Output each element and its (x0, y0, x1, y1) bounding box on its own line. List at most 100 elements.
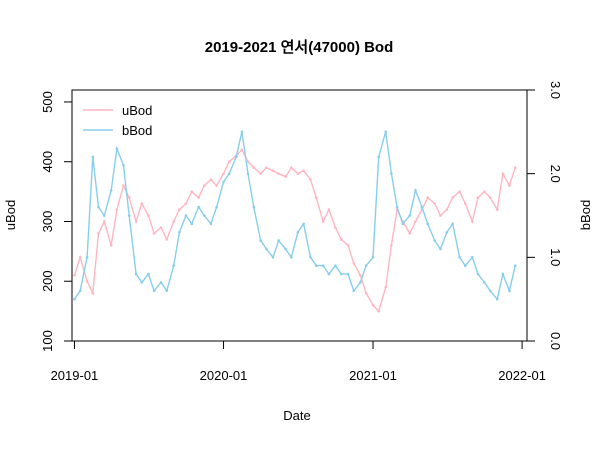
bBod-point-32 (271, 255, 275, 259)
uBod-point-50 (384, 285, 388, 289)
x-tick-label-0: 2019-01 (51, 368, 99, 383)
bBod-point-62 (458, 255, 461, 259)
bBod-point-15 (165, 289, 169, 293)
bBod-point-30 (259, 239, 263, 242)
uBod-point-11 (140, 202, 144, 205)
y-right-tick-label-1: 1.0 (548, 248, 563, 266)
uBod-point-64 (471, 220, 474, 223)
uBod-point-66 (483, 190, 486, 193)
bBod-point-35 (290, 255, 293, 259)
uBod-point-21 (203, 184, 206, 187)
uBod-point-6 (109, 244, 113, 247)
bBod-point-31 (265, 247, 268, 251)
bBod-point-17 (178, 230, 181, 234)
bBod-point-36 (296, 230, 300, 234)
chart-title: 2019-2021 연서(47000) Bod (205, 39, 394, 56)
uBod-point-49 (377, 309, 381, 313)
bBod-point-55 (414, 189, 417, 192)
bBod-point-25 (227, 172, 231, 175)
bBod-point-11 (140, 281, 144, 284)
uBod-point-32 (271, 169, 275, 172)
uBod-point-20 (197, 196, 200, 199)
uBod-point-69 (501, 172, 505, 175)
bBod-point-45 (352, 289, 356, 293)
bBod-point-8 (122, 164, 125, 167)
uBod-point-9 (127, 196, 131, 199)
bBod-point-59 (439, 247, 442, 251)
uBod-point-15 (165, 238, 169, 241)
y-right-tick-label-0: 0.0 (548, 332, 563, 350)
bBod-point-4 (97, 205, 100, 209)
x-tick-label-1: 2020-01 (200, 368, 248, 383)
y-axis-left: 100 200 300 400 500 (40, 91, 73, 352)
uBod-point-23 (215, 184, 218, 187)
bBod-point-23 (215, 205, 218, 209)
bBod-point-5 (103, 214, 106, 217)
uBod-point-57 (426, 196, 430, 199)
uBod-point-27 (240, 148, 244, 152)
uBod-point-71 (513, 166, 517, 169)
uBod-point-12 (147, 214, 150, 217)
uBod-point-37 (302, 169, 305, 172)
uBod-point-65 (476, 196, 480, 199)
bBod-point-21 (203, 214, 206, 217)
uBod-point-31 (265, 166, 268, 169)
uBod-point-8 (122, 184, 125, 187)
y-left-tick-label-3: 400 (40, 151, 55, 173)
bBod-point-60 (445, 230, 449, 234)
uBod-point-47 (364, 291, 368, 295)
uBod-point-33 (277, 172, 281, 175)
uBod-point-54 (408, 232, 412, 235)
bBod-point-48 (371, 255, 375, 259)
bBod-point-28 (246, 172, 250, 175)
uBod-point-25 (227, 160, 231, 163)
y-axis-right: 0.0 1.0 2.0 3.0 (526, 81, 563, 350)
bBod-point-52 (395, 205, 399, 209)
bBod-point-51 (390, 172, 393, 175)
uBod-point-41 (327, 208, 331, 211)
bBod-point-3 (91, 155, 95, 159)
bBod-point-10 (134, 272, 138, 276)
uBod-point-40 (321, 220, 325, 223)
bBod-point-0 (73, 297, 76, 301)
y-axis-right-title: bBod (578, 200, 593, 230)
uBod-point-42 (334, 226, 337, 229)
bBod-point-66 (483, 281, 486, 284)
bBod-point-38 (309, 255, 312, 259)
bBod-point-43 (339, 272, 343, 276)
y-left-tick-label-0: 100 (40, 330, 55, 352)
y-left-tick-label-2: 300 (40, 211, 55, 233)
uBod-point-14 (159, 226, 163, 229)
bBod-point-37 (302, 222, 305, 226)
bBod-point-53 (401, 222, 405, 226)
legend-label-uBod: uBod (122, 103, 152, 118)
bBod-point-47 (364, 264, 368, 268)
bBod-point-34 (284, 247, 287, 251)
bBod-point-54 (408, 214, 412, 217)
bBod-point-19 (190, 222, 193, 226)
bBod-point-16 (172, 264, 175, 268)
bBod-point-14 (159, 281, 163, 284)
uBod-point-55 (414, 220, 417, 223)
y-left-tick-label-4: 500 (40, 91, 55, 113)
bBod-point-50 (384, 130, 388, 134)
uBod-point-43 (339, 238, 343, 241)
uBod-point-67 (488, 196, 492, 199)
uBod-point-4 (97, 232, 100, 235)
x-tick-label-2: 2021-01 (349, 368, 397, 383)
x-axis: 2019-01 2020-01 2021-01 2022-01 (51, 340, 546, 383)
x-axis-title: Date (283, 408, 310, 423)
x-tick-label-3: 2022-01 (498, 368, 546, 383)
bBod-point-63 (464, 264, 467, 268)
uBod-point-1 (78, 255, 82, 259)
uBod-point-29 (252, 166, 256, 169)
bBod-point-1 (78, 289, 82, 293)
bBod-point-46 (359, 281, 362, 284)
bBod-point-70 (508, 289, 511, 293)
series-layer (73, 130, 517, 313)
uBod-point-28 (246, 160, 250, 163)
uBod-point-5 (103, 220, 106, 223)
uBod-point-59 (439, 214, 442, 217)
bBod-point-7 (115, 147, 119, 150)
uBod-point-19 (190, 190, 193, 193)
